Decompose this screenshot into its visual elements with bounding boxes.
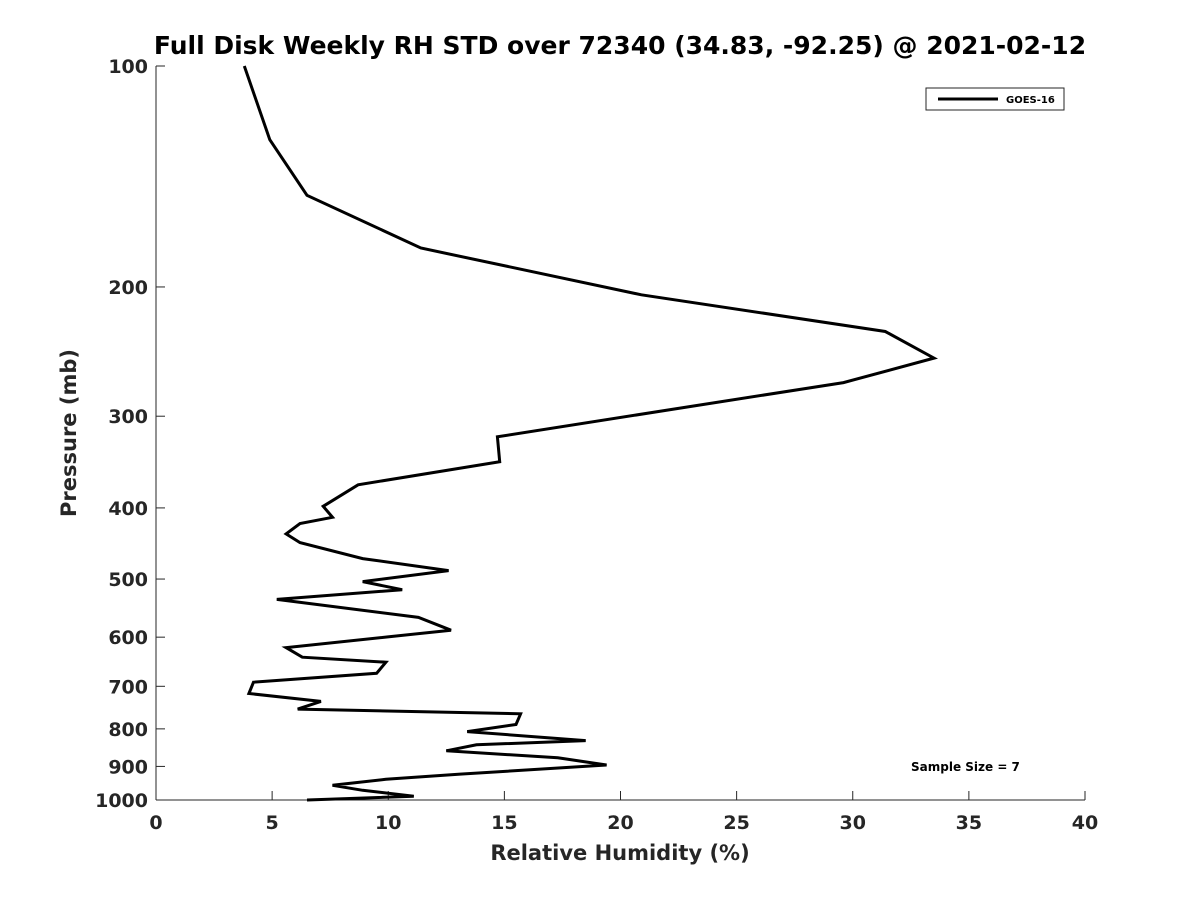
y-axis-ticks: 100 200 300 400 500 600 700 800 900 1000 xyxy=(95,56,165,812)
legend-label-goes-16: GOES-16 xyxy=(1006,95,1055,106)
y-tick-label-200: 200 xyxy=(108,277,148,299)
y-tick-label-800: 800 xyxy=(108,719,148,741)
x-tick-label-25: 25 xyxy=(723,812,749,834)
y-tick-label-900: 900 xyxy=(108,756,148,778)
series-line-goes-16 xyxy=(242,65,938,802)
y-axis-label: Pressure (mb) xyxy=(57,349,81,517)
x-tick-label-15: 15 xyxy=(491,812,517,834)
y-tick-label-100: 100 xyxy=(108,56,148,78)
x-tick-label-30: 30 xyxy=(840,812,866,834)
x-axis-ticks: 0 5 10 15 20 25 30 35 40 xyxy=(149,791,1098,834)
x-tick-label-10: 10 xyxy=(375,812,401,834)
x-tick-label-40: 40 xyxy=(1072,812,1098,834)
series-layer xyxy=(242,65,938,802)
x-tick-label-20: 20 xyxy=(607,812,633,834)
x-tick-label-5: 5 xyxy=(266,812,279,834)
y-tick-label-300: 300 xyxy=(108,406,148,428)
y-tick-label-1000: 1000 xyxy=(95,790,148,812)
y-tick-label-500: 500 xyxy=(108,569,148,591)
x-axis-label: Relative Humidity (%) xyxy=(490,841,749,865)
y-tick-label-400: 400 xyxy=(108,498,148,520)
sample-size-annotation: Sample Size = 7 xyxy=(911,760,1020,774)
x-tick-label-0: 0 xyxy=(149,812,162,834)
y-tick-label-700: 700 xyxy=(108,676,148,698)
y-tick-label-600: 600 xyxy=(108,627,148,649)
chart-title: Full Disk Weekly RH STD over 72340 (34.8… xyxy=(154,31,1086,60)
x-tick-label-35: 35 xyxy=(956,812,982,834)
legend: GOES-16 xyxy=(925,87,1065,111)
